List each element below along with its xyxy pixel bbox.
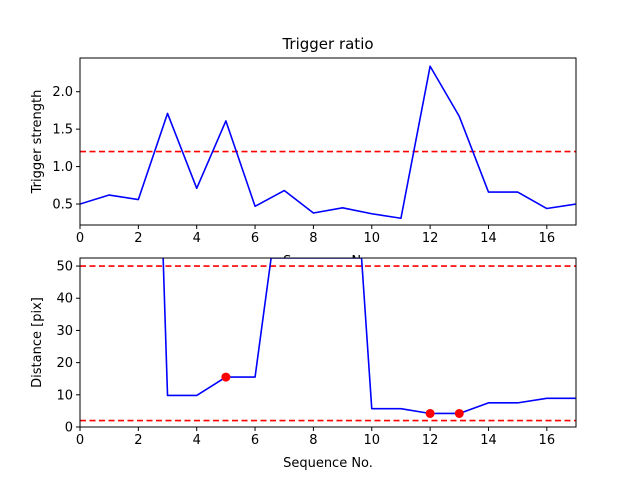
x-tick-label: 10 <box>363 231 380 246</box>
marker-point <box>425 408 435 418</box>
subplot-2-background <box>80 258 576 427</box>
x-tick-label: 12 <box>422 433 439 448</box>
x-tick-label: 8 <box>309 231 317 246</box>
y-tick-label: 30 <box>56 324 73 339</box>
marker-point <box>221 372 231 382</box>
x-tick-label: 12 <box>422 231 439 246</box>
x-tick-label: 14 <box>480 231 497 246</box>
y-tick-label: 20 <box>56 356 73 371</box>
series-line-1 <box>162 258 576 415</box>
y-tick-label: 1.0 <box>52 160 73 175</box>
axes-frame <box>79 57 577 226</box>
marker-point <box>454 408 464 418</box>
y-tick-label: 40 <box>56 292 73 307</box>
subplot-2: 0 2 4 6 8 10 12 14 16 0 10 20 30 40 50 Sequence No. Dist… <box>30 257 577 471</box>
x-tick-label: 16 <box>539 231 556 246</box>
y-tick-label: 1.5 <box>52 123 73 138</box>
y-tick-label: 2.0 <box>52 85 73 100</box>
y-tick-label: 10 <box>56 388 73 403</box>
x-tick-label: 8 <box>309 433 317 448</box>
x-axis-label: Sequence No. <box>283 456 373 471</box>
plot-area <box>80 65 576 220</box>
x-tick-label: 2 <box>134 231 142 246</box>
y-tick-label: 0 <box>65 421 73 436</box>
x-tick-label: 0 <box>76 433 84 448</box>
chart-title: Trigger ratio <box>281 35 373 53</box>
y-tick-label: 0.5 <box>52 198 73 213</box>
x-tick-label: 4 <box>193 433 201 448</box>
series-line-1 <box>80 65 576 220</box>
x-tick-label: 6 <box>251 231 259 246</box>
plot-area <box>80 258 576 422</box>
y-axis-label: Distance [pix] <box>30 297 45 388</box>
x-tick-label: 4 <box>193 231 201 246</box>
axes-frame <box>79 257 577 428</box>
y-tick-label: 50 <box>56 260 73 275</box>
x-tick-label: 16 <box>539 433 556 448</box>
y-axis-label: Trigger strength <box>30 90 45 195</box>
x-tick-label: 10 <box>363 433 380 448</box>
x-tick-label: 0 <box>76 231 84 246</box>
x-tick-label: 2 <box>134 433 142 448</box>
x-tick-label: 6 <box>251 433 259 448</box>
x-tick-label: 14 <box>480 433 497 448</box>
